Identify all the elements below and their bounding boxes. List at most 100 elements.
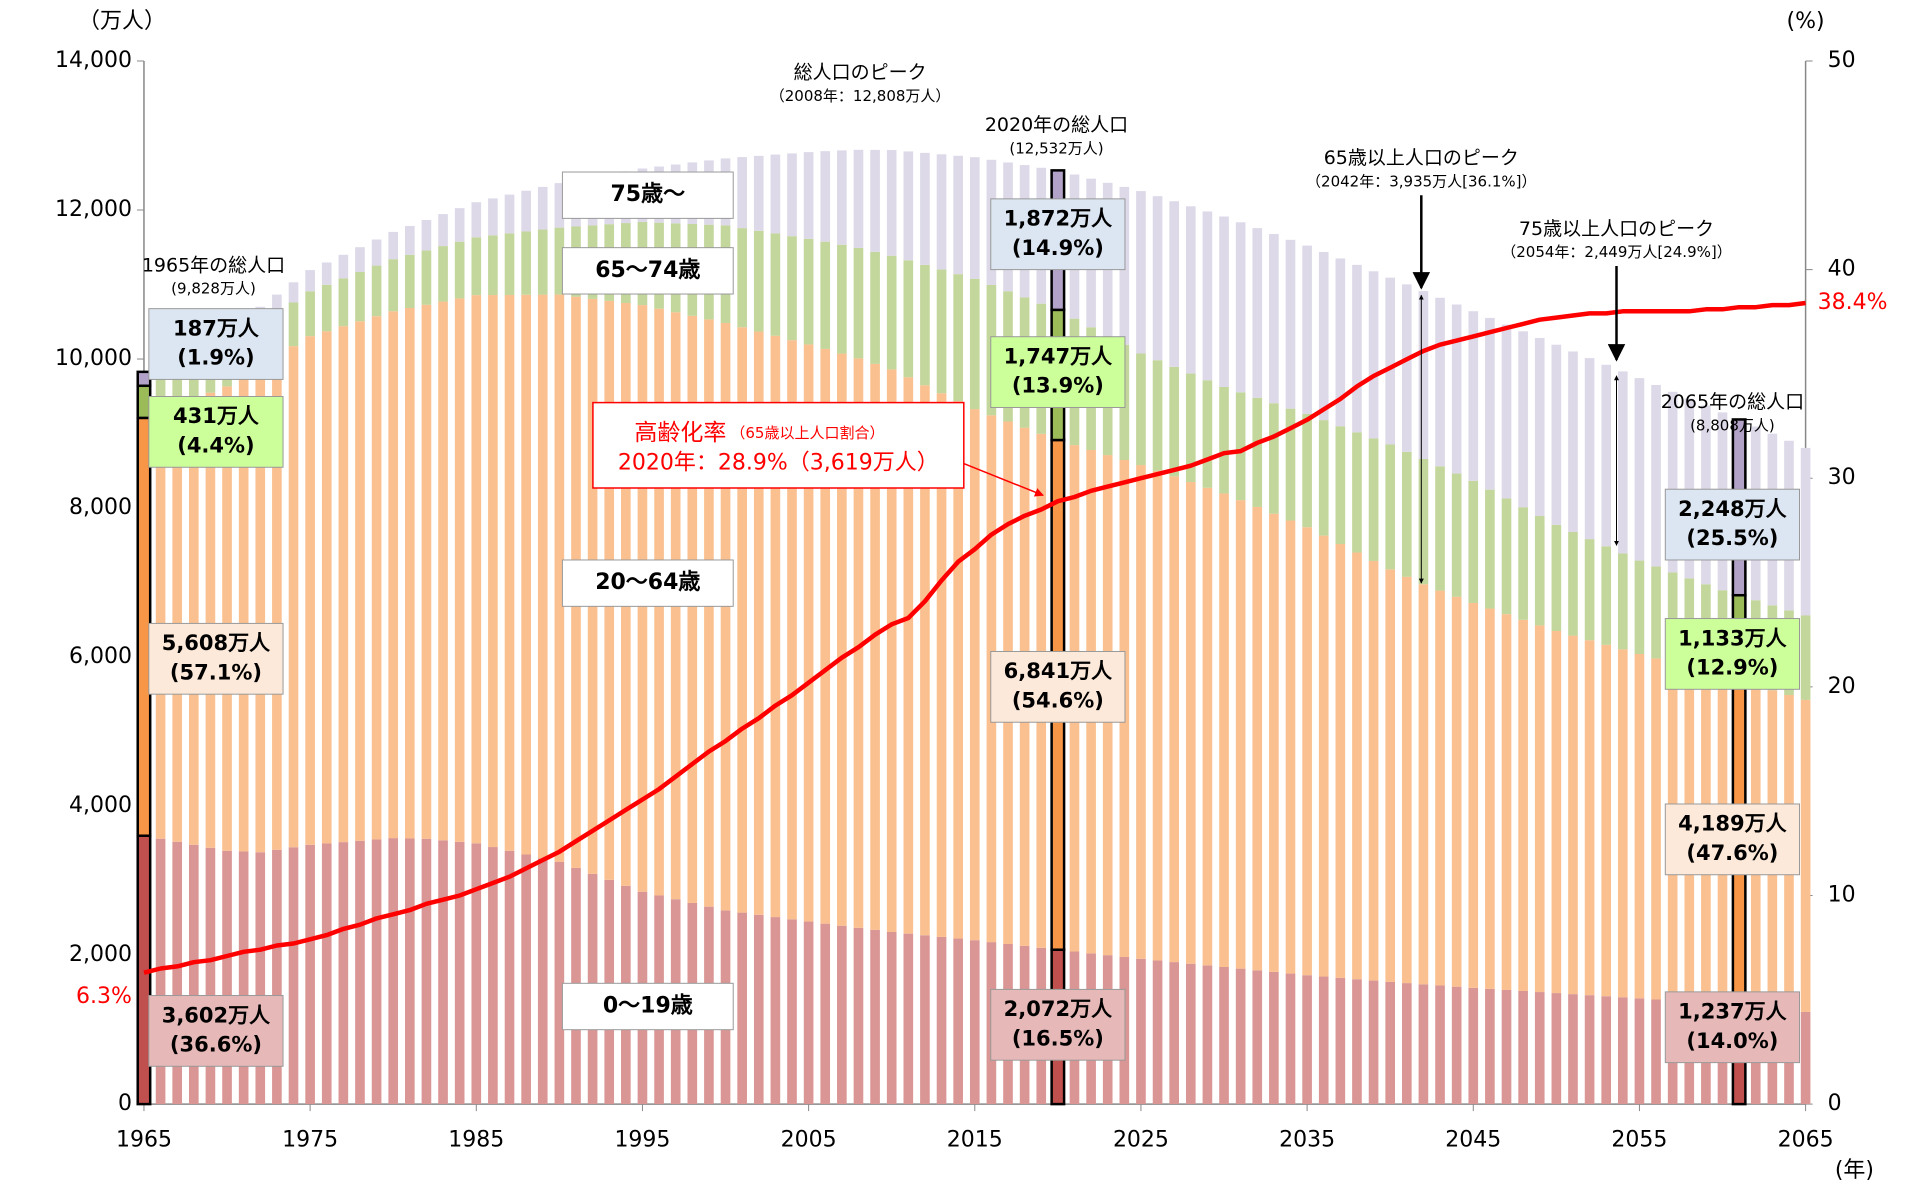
bar xyxy=(1435,590,1445,986)
bar xyxy=(1385,444,1396,570)
bar xyxy=(537,186,548,230)
bar xyxy=(272,294,282,314)
bar xyxy=(1385,277,1396,445)
bar xyxy=(438,246,448,302)
bar xyxy=(471,237,482,296)
y-tick-label: 6,000 xyxy=(69,644,132,669)
bar xyxy=(1601,644,1612,997)
bar xyxy=(1235,222,1246,393)
annotation: 2065年の総人口 xyxy=(1661,391,1804,413)
bar xyxy=(355,272,365,322)
bar xyxy=(1202,487,1213,966)
bar xyxy=(870,149,880,252)
bar xyxy=(870,929,880,1105)
x-tick-label: 2055 xyxy=(1611,1128,1667,1153)
bar xyxy=(1302,975,1312,1105)
bar xyxy=(1169,962,1179,1105)
bar xyxy=(1435,297,1445,467)
bar xyxy=(1252,397,1263,507)
bar xyxy=(1185,963,1196,1105)
bar xyxy=(1468,311,1479,481)
bar xyxy=(1518,331,1528,508)
bar xyxy=(504,194,515,234)
annotation: （2042年：3,935万人[36.1%]） xyxy=(1306,172,1536,190)
bar xyxy=(1418,459,1429,585)
bar xyxy=(554,861,565,1105)
bar xyxy=(1468,602,1479,988)
bar xyxy=(1568,351,1578,532)
bar xyxy=(1219,216,1229,387)
bar xyxy=(1169,201,1179,367)
bar xyxy=(1318,535,1329,977)
x-tick-label: 1975 xyxy=(282,1128,338,1153)
bar xyxy=(920,935,930,1105)
y2-unit: (%) xyxy=(1787,9,1825,34)
bar xyxy=(1435,985,1445,1105)
bar xyxy=(1435,466,1445,591)
bar xyxy=(421,250,432,305)
y-tick-label: 4,000 xyxy=(69,793,132,818)
bar xyxy=(969,157,980,279)
value-label-box xyxy=(1664,488,1801,561)
bar xyxy=(1285,973,1296,1105)
bar xyxy=(1335,977,1346,1105)
bar xyxy=(521,190,531,232)
bar xyxy=(405,225,415,255)
bar xyxy=(471,843,482,1105)
x-tick-label: 2035 xyxy=(1279,1128,1335,1153)
bar xyxy=(438,214,448,247)
annotation: 75歳以上人口のピーク xyxy=(1519,218,1714,240)
bar xyxy=(837,353,847,926)
series-name: 65～74歳 xyxy=(595,258,700,283)
bar xyxy=(272,849,282,1105)
bar xyxy=(1584,358,1595,540)
bar xyxy=(554,227,565,295)
bar xyxy=(820,151,831,242)
bar xyxy=(1219,967,1229,1105)
bar xyxy=(238,376,249,852)
value-label-box xyxy=(990,198,1126,271)
bar xyxy=(1551,993,1562,1105)
bar xyxy=(504,233,515,295)
line-callout-title: 高齢化率 （65歳以上人口割合） xyxy=(634,420,884,446)
bar xyxy=(1335,426,1346,545)
bar xyxy=(870,363,880,930)
bar xyxy=(1401,284,1412,452)
bar xyxy=(504,850,515,1105)
value-label-box xyxy=(148,308,284,380)
bar xyxy=(188,399,199,845)
bar xyxy=(1152,196,1163,361)
value-label: (36.6%) xyxy=(170,1033,262,1057)
bar xyxy=(787,236,797,341)
bar xyxy=(1401,576,1412,984)
bar xyxy=(853,149,864,248)
bar xyxy=(405,307,415,839)
bar xyxy=(471,202,482,238)
value-label-box xyxy=(148,995,284,1067)
bar xyxy=(454,298,465,842)
bar xyxy=(355,840,365,1105)
bar xyxy=(338,278,349,327)
bar xyxy=(753,331,764,915)
bar xyxy=(1152,960,1163,1105)
bar xyxy=(1684,398,1695,579)
bar xyxy=(521,854,531,1105)
bar xyxy=(1618,997,1628,1105)
bar xyxy=(1252,228,1263,398)
bar xyxy=(1269,513,1279,972)
bar xyxy=(288,302,299,347)
value-label-box xyxy=(990,336,1126,408)
bar xyxy=(1601,364,1612,547)
bar xyxy=(1468,987,1479,1105)
bar xyxy=(820,241,831,349)
line-note: （65歳以上人口割合） xyxy=(730,424,884,442)
bar xyxy=(488,198,498,236)
bar xyxy=(438,840,448,1105)
bar xyxy=(1667,391,1678,573)
bar xyxy=(388,838,399,1105)
bar xyxy=(920,264,930,386)
bar xyxy=(321,284,332,332)
value-label: (47.6%) xyxy=(1686,841,1778,865)
bar xyxy=(136,370,152,388)
bar xyxy=(355,247,365,273)
